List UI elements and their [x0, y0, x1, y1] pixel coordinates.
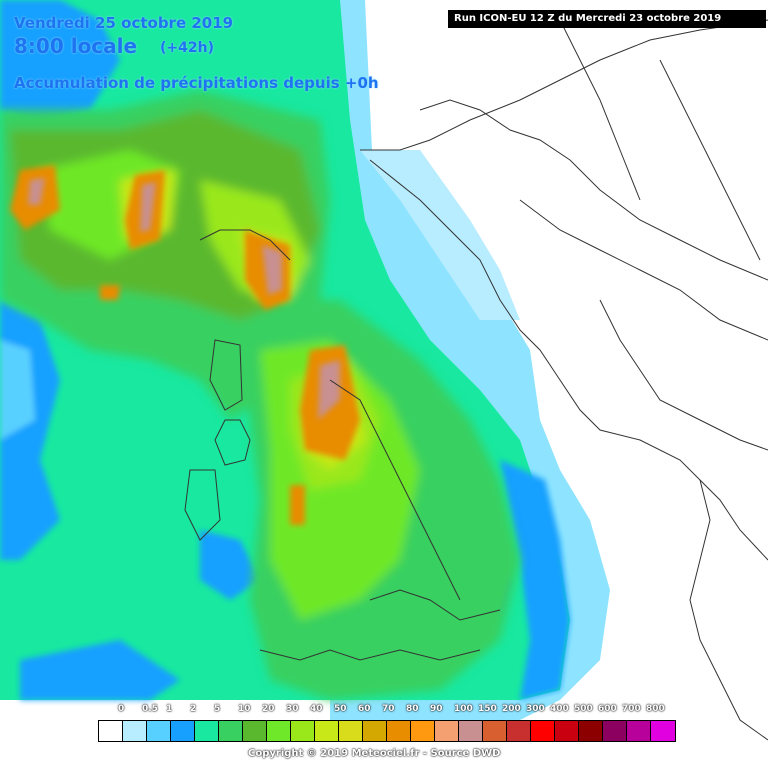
legend-swatch — [315, 721, 339, 741]
legend-swatch — [507, 721, 531, 741]
legend-swatch — [171, 721, 195, 741]
legend-label: 10 — [238, 704, 251, 714]
legend-swatch — [243, 721, 267, 741]
legend-label: 800 — [646, 704, 665, 714]
legend-label: 70 — [382, 704, 395, 714]
legend-swatch — [339, 721, 363, 741]
legend-swatch — [579, 721, 603, 741]
legend-swatch — [531, 721, 555, 741]
legend-label: 300 — [526, 704, 545, 714]
legend-label: 600 — [598, 704, 617, 714]
legend-label: 100 — [454, 704, 473, 714]
legend-swatch — [459, 721, 483, 741]
legend-label: 700 — [622, 704, 641, 714]
legend-label: 40 — [310, 704, 323, 714]
forecast-time: 8:00 locale — [14, 34, 138, 58]
legend-label: 50 — [334, 704, 347, 714]
legend-swatch — [123, 721, 147, 741]
precipitation-legend: 0 0.5 1 2 5 10 20 30 40 50 60 70 80 90 100 150 200 300 400… — [88, 704, 688, 768]
legend-label: 1 — [166, 704, 173, 714]
legend-swatch — [411, 721, 435, 741]
legend-color-scale — [98, 720, 676, 742]
legend-swatch — [195, 721, 219, 741]
accumulation-title: Accumulation de précipitations depuis +0… — [14, 74, 379, 92]
forecast-date: Vendredi 25 octobre 2019 — [14, 14, 234, 32]
legend-swatch — [363, 721, 387, 741]
legend-label: 20 — [262, 704, 275, 714]
legend-label: 30 — [286, 704, 299, 714]
legend-label: 0 — [118, 704, 125, 714]
legend-swatch — [219, 721, 243, 741]
legend-label: 150 — [478, 704, 497, 714]
legend-swatch — [147, 721, 171, 741]
legend-swatch — [291, 721, 315, 741]
legend-swatch — [387, 721, 411, 741]
legend-label: 200 — [502, 704, 521, 714]
legend-label: 400 — [550, 704, 569, 714]
legend-swatch — [555, 721, 579, 741]
legend-label: 5 — [214, 704, 221, 714]
copyright-text: Copyright © 2019 Meteociel.fr - Source D… — [248, 748, 501, 759]
run-label: Run ICON-EU 12 Z du Mercredi 23 octobre … — [448, 10, 766, 28]
borders — [184, 19, 768, 741]
legend-swatch — [267, 721, 291, 741]
legend-swatch — [483, 721, 507, 741]
legend-label: 0.5 — [142, 704, 158, 714]
legend-swatch — [435, 721, 459, 741]
legend-label: 80 — [406, 704, 419, 714]
sea-light-precip-north — [360, 150, 520, 320]
forecast-lead-time: (+42h) — [160, 40, 214, 56]
legend-swatch — [603, 721, 627, 741]
legend-swatch — [651, 721, 675, 741]
legend-label: 60 — [358, 704, 371, 714]
legend-swatch — [99, 721, 123, 741]
legend-label: 90 — [430, 704, 443, 714]
precip-extreme-cores — [28, 178, 340, 420]
legend-swatch — [627, 721, 651, 741]
legend-label: 500 — [574, 704, 593, 714]
legend-label: 2 — [190, 704, 197, 714]
